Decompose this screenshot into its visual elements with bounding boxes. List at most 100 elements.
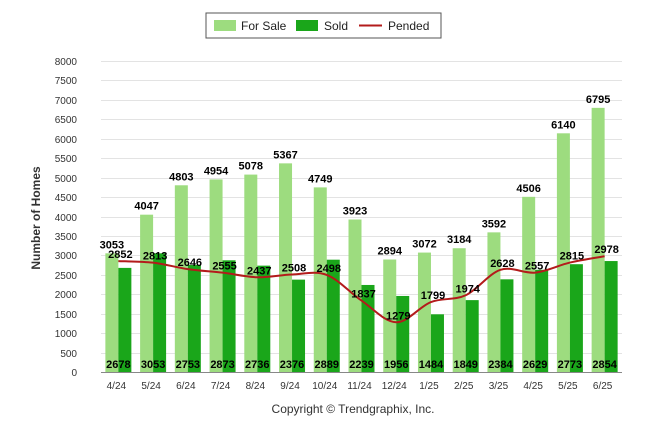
x-tick-label: 11/24 [347,381,372,392]
bar-for-sale [105,253,119,372]
data-label-for-sale: 4749 [308,173,332,185]
bar-sold [396,295,410,372]
bar-sold [326,259,340,372]
data-label-for-sale: 4047 [134,201,158,213]
y-tick-label: 5500 [55,154,78,165]
bar-sold [187,264,201,372]
y-tick-label: 1500 [55,310,78,321]
data-label-pended: 2498 [317,263,341,275]
bar-sold [257,265,271,372]
data-label-pended: 2508 [282,263,306,275]
data-label-for-sale: 5367 [273,149,297,161]
y-tick-label: 4000 [55,213,78,224]
bar-for-sale [417,252,431,372]
data-label-pended: 1974 [455,283,480,295]
bar-for-sale [174,185,188,372]
y-tick-label: 7500 [55,76,78,87]
bar-sold [118,267,132,372]
x-tick-label: 10/24 [312,381,337,392]
bar-sold [569,264,583,372]
data-label-pended: 1279 [386,310,410,322]
data-label-pended: 2646 [178,257,202,269]
data-label-sold: 2376 [280,359,304,371]
pended-line [118,255,605,324]
data-label-for-sale: 4954 [204,165,229,177]
bar-sold [361,284,375,372]
data-label-sold: 2854 [592,359,617,371]
data-label-sold: 2239 [349,359,373,371]
data-label-sold: 3053 [141,359,165,371]
y-tick-label: 7000 [55,96,78,107]
bars [105,107,618,373]
data-label-for-sale: 6140 [551,119,575,131]
y-tick-label: 1000 [55,329,78,340]
legend-swatch-sold [296,20,318,31]
bar-for-sale [209,179,223,372]
data-label-pended: 1837 [351,289,375,301]
y-tick-label: 2000 [55,290,78,301]
y-tick-label: 8000 [55,57,78,68]
bar-for-sale [279,163,293,372]
bar-sold [222,260,236,372]
y-tick-label: 2500 [55,271,78,282]
bar-sold [604,261,618,372]
bar-for-sale [313,187,327,372]
data-label-sold: 1956 [384,359,408,371]
bar-for-sale [140,214,154,372]
legend-label-for-sale: For Sale [241,19,287,33]
data-label-sold: 1849 [453,359,477,371]
data-label-for-sale: 3072 [412,239,436,251]
x-tick-label: 5/24 [141,381,161,392]
y-tick-label: 3000 [55,251,78,262]
y-tick-label: 4500 [55,193,78,204]
x-tick-label: 6/25 [593,381,613,392]
data-label-pended: 1799 [421,290,445,302]
y-tick-label: 0 [71,368,77,379]
y-axis-title: Number of Homes [29,166,43,270]
data-label-for-sale: 4803 [169,171,193,183]
data-labels: 3053285226784047281330534803264627534954… [100,94,619,371]
pended-series-line [118,255,605,324]
data-label-sold: 2753 [176,359,200,371]
y-tick-label: 3500 [55,232,78,243]
x-tick-label: 12/24 [382,381,407,392]
data-label-sold: 2889 [315,359,339,371]
legend-label-sold: Sold [324,19,348,33]
data-label-for-sale: 4506 [516,183,540,195]
x-tick-label: 2/25 [454,381,474,392]
data-label-sold: 1484 [419,359,444,371]
bar-sold [465,300,479,372]
data-label-for-sale: 6795 [586,94,610,106]
data-label-pended: 2813 [143,251,167,263]
data-label-for-sale: 3184 [447,234,472,246]
data-label-pended: 2628 [490,258,514,270]
y-axis-ticks: 0 500 1000 1500 2000 2500 3000 3500 4000 4500 5000… [55,57,78,379]
legend-swatch-for-sale [214,20,236,31]
bar-sold [430,314,444,372]
bar-sold [500,279,514,372]
bar-for-sale [383,259,397,372]
y-tick-label: 6500 [55,115,78,126]
bar-for-sale [244,174,258,372]
data-label-pended: 2815 [560,251,584,263]
legend-label-pended: Pended [388,19,429,33]
data-label-sold: 2384 [488,359,513,371]
bar-sold [153,253,167,372]
data-label-sold: 2736 [245,359,269,371]
x-tick-label: 1/25 [419,381,439,392]
x-tick-label: 5/25 [558,381,578,392]
bar-sold [292,279,306,372]
data-label-for-sale: 5078 [239,161,263,173]
x-tick-label: 3/25 [489,381,509,392]
x-axis-ticks: 4/24 5/24 6/24 7/24 8/24 9/24 10/24 11/24 12/24 1… [107,381,613,392]
y-tick-label: 500 [60,349,77,360]
data-label-pended: 2557 [525,261,549,273]
bar-for-sale [591,107,605,373]
data-label-pended: 2555 [212,261,236,273]
data-label-pended: 2437 [247,265,271,277]
bar-sold [535,269,549,372]
x-tick-label: 4/24 [107,381,127,392]
data-label-sold: 2629 [523,359,547,371]
data-label-for-sale: 3592 [482,218,506,230]
